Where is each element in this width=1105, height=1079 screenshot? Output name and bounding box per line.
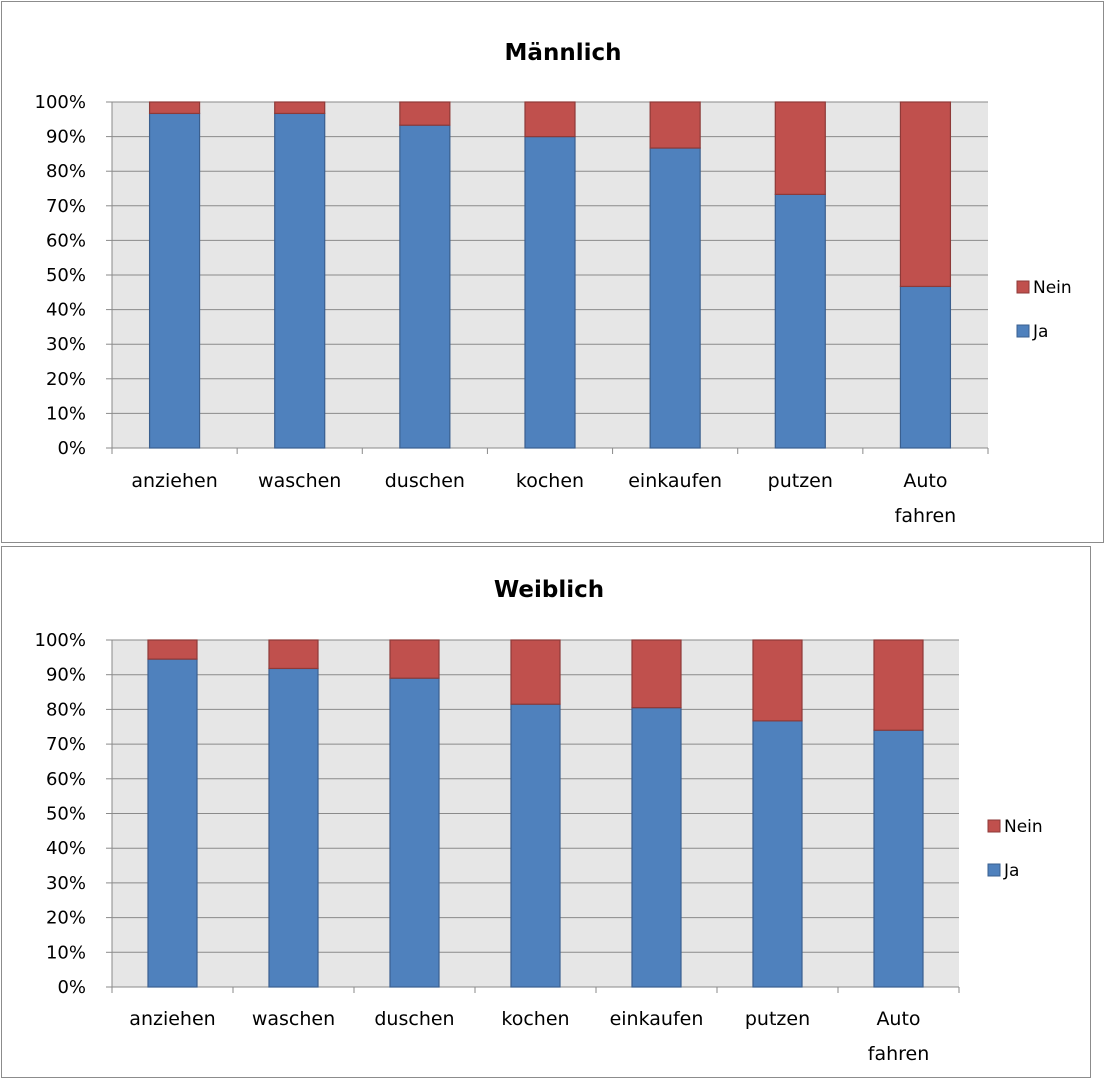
y-tick-label: 30% [46,334,86,355]
y-tick-label: 10% [46,942,86,963]
y-tick-label: 20% [46,908,86,929]
bar-ja [873,729,924,988]
y-tick-label: 70% [46,196,86,217]
bar-ja [274,112,326,449]
bar-ja [774,193,826,449]
chart-panel-weiblich: Weiblich 0% 10% 20% 30% 40% 50% 60% 70% 80% 90% 10… [1,546,1091,1078]
bar-ja [899,285,952,449]
bar-nein [631,639,682,709]
y-tick-label: 0% [57,977,86,998]
bar-nein [899,101,952,288]
chart-title: Weiblich [494,577,604,603]
chart-title: Männlich [505,40,622,66]
x-category-label: Auto [903,470,947,492]
y-tick-label: 100% [35,630,86,651]
x-category-label: duschen [385,470,465,492]
y-tick-label: 10% [46,403,86,424]
bar-ja [268,667,319,988]
x-category-label: waschen [258,470,341,492]
legend-swatch-ja [1016,324,1030,338]
bar-nein [873,639,924,731]
x-category-label: putzen [745,1008,810,1030]
chart-maennlich: Männlich 0% 10% 20% 30% 40% 50% 60% 70% 80% 90% 10… [35,40,1072,527]
bar-ja [399,124,451,449]
bar-nein [148,101,201,115]
y-tick-label: 20% [46,369,86,390]
legend-swatch-ja [987,863,1001,877]
legend-label-nein: Nein [1033,278,1072,298]
x-category-label: anziehen [131,470,217,492]
y-tick-label: 70% [46,734,86,755]
x-category-label: einkaufen [610,1008,704,1030]
bar-ja [524,136,576,449]
y-tick-label: 90% [46,127,86,148]
bar-ja [510,703,561,988]
x-category-label: putzen [768,470,833,492]
x-category-label: fahren [895,505,957,527]
y-tick-label: 80% [46,161,86,182]
legend-label-ja: Ja [1032,322,1048,342]
x-category-label: fahren [868,1043,930,1065]
x-category-label: duschen [374,1008,454,1030]
bar-nein [274,101,326,115]
bar-ja [148,112,201,449]
bar-nein [752,639,803,722]
y-tick-label: 80% [46,699,86,720]
y-tick-label: 40% [46,300,86,321]
y-tick-label: 60% [46,769,86,790]
bar-nein [649,101,701,149]
y-tick-label: 0% [57,438,86,459]
y-tick-label: 100% [35,92,86,113]
bar-ja [147,658,198,988]
bar-ja [752,720,803,988]
bar-ja [649,147,701,449]
x-category-label: anziehen [129,1008,215,1030]
bar-ja [389,677,440,988]
chart-panel-maennlich: Männlich 0% 10% 20% 30% 40% 50% 60% 70% 80% 90% 10… [1,1,1104,543]
legend-label-nein: Nein [1004,817,1043,837]
x-category-label: Auto [876,1008,920,1030]
x-category-label: einkaufen [628,470,722,492]
bar-nein [774,101,826,195]
y-tick-label: 50% [46,804,86,825]
bar-nein [147,639,198,660]
y-tick-label: 60% [46,230,86,251]
y-tick-label: 30% [46,873,86,894]
bar-nein [399,101,451,126]
y-tick-label: 90% [46,665,86,686]
bar-nein [510,639,561,705]
x-category-label: kochen [501,1008,569,1030]
y-tick-label: 40% [46,838,86,859]
legend-swatch-nein [987,819,1001,833]
y-tick-label: 50% [46,265,86,286]
x-category-label: kochen [516,470,584,492]
bar-nein [268,639,319,670]
bar-nein [389,639,440,679]
x-category-label: waschen [252,1008,335,1030]
legend-label-ja: Ja [1003,861,1019,881]
bar-nein [524,101,576,138]
bar-ja [631,707,682,988]
chart-weiblich: Weiblich 0% 10% 20% 30% 40% 50% 60% 70% 80% 90% 10… [35,577,1043,1065]
legend-swatch-nein [1016,280,1030,294]
